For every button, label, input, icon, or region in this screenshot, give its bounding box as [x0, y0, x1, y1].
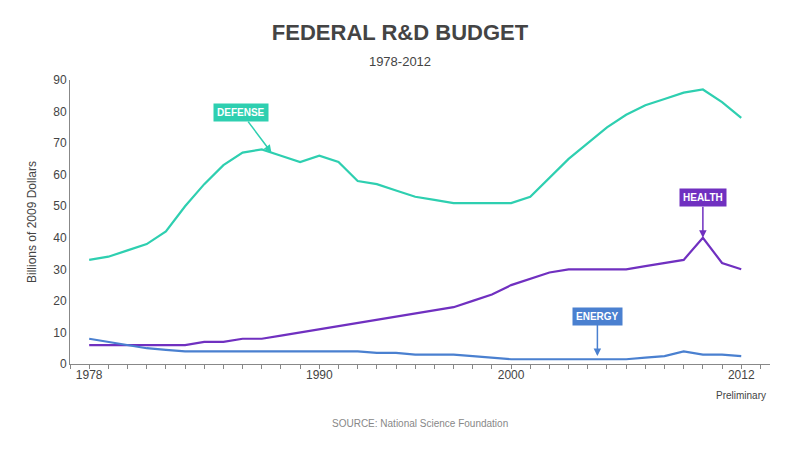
svg-text:1978: 1978 — [76, 368, 103, 382]
svg-text:30: 30 — [53, 263, 67, 277]
svg-text:80: 80 — [53, 105, 67, 119]
svg-text:HEALTH: HEALTH — [683, 192, 723, 203]
svg-text:2000: 2000 — [498, 368, 525, 382]
svg-text:10: 10 — [53, 326, 67, 340]
svg-text:1978-2012: 1978-2012 — [369, 54, 431, 69]
svg-text:Billions of 2009 Dollars: Billions of 2009 Dollars — [25, 161, 39, 283]
svg-text:Preliminary: Preliminary — [716, 390, 766, 401]
svg-text:90: 90 — [53, 73, 67, 87]
svg-text:50: 50 — [53, 199, 67, 213]
svg-text:20: 20 — [53, 294, 67, 308]
svg-text:70: 70 — [53, 136, 67, 150]
svg-text:ENERGY: ENERGY — [576, 311, 619, 322]
svg-text:SOURCE: National Science Found: SOURCE: National Science Foundation — [332, 418, 508, 429]
svg-text:0: 0 — [60, 357, 67, 371]
svg-text:FEDERAL R&D BUDGET: FEDERAL R&D BUDGET — [272, 20, 529, 45]
svg-text:60: 60 — [53, 168, 67, 182]
svg-text:2012: 2012 — [728, 368, 755, 382]
svg-text:1990: 1990 — [306, 368, 333, 382]
svg-text:40: 40 — [53, 231, 67, 245]
svg-text:DEFENSE: DEFENSE — [217, 107, 265, 118]
